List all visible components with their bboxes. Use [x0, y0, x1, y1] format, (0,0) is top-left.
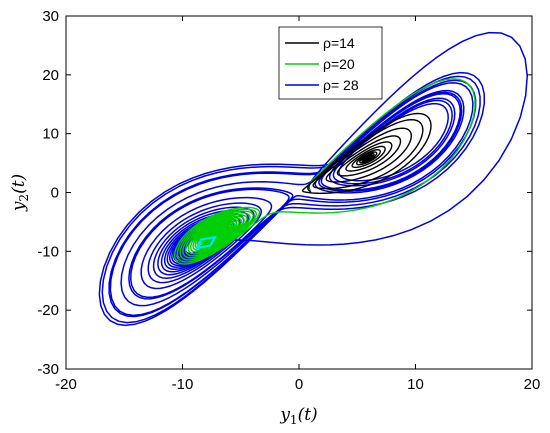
y-tick-label: -10 — [37, 243, 59, 260]
x-tick-label: 10 — [407, 376, 424, 393]
legend-label: ρ=20 — [323, 56, 355, 72]
series-line-cyan — [194, 235, 218, 250]
x-tick-label: -20 — [55, 376, 77, 393]
series-line-0 — [301, 112, 432, 194]
x-tick-label: 0 — [295, 376, 303, 393]
y-tick-label: 10 — [42, 126, 59, 143]
legend-label: ρ=14 — [323, 35, 355, 51]
y-tick-label: 20 — [42, 67, 59, 84]
x-tick-label: -10 — [172, 376, 194, 393]
series-line-1 — [173, 78, 476, 265]
legend-box — [278, 26, 383, 100]
y-tick-label: -30 — [37, 361, 59, 378]
y-tick-label: 0 — [51, 185, 59, 202]
y-tick-label: -20 — [37, 302, 59, 319]
curves-group — [98, 31, 528, 327]
y-tick-label: 30 — [42, 8, 59, 25]
x-axis-label: y1(t) — [279, 405, 317, 427]
legend: ρ=14 ρ=20 ρ= 28 — [278, 26, 383, 100]
x-tick-label: 20 — [524, 376, 541, 393]
legend-label: ρ= 28 — [323, 77, 359, 93]
y-axis-label: y2(t) — [9, 174, 31, 212]
